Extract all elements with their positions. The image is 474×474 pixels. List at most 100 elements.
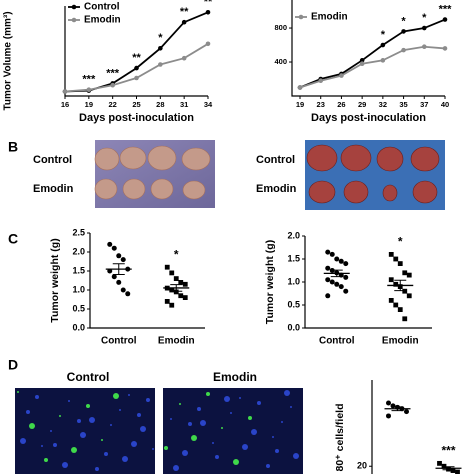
point — [455, 469, 460, 474]
speck — [104, 452, 108, 456]
point — [442, 46, 448, 51]
point — [421, 44, 427, 50]
y-axis-label: Tumor weight (g) — [49, 238, 61, 322]
fluorescence-specks — [17, 390, 299, 471]
point — [397, 261, 403, 266]
point — [406, 272, 412, 278]
speck — [212, 442, 214, 444]
point — [388, 298, 394, 303]
significance: * — [174, 247, 179, 261]
panel-label: D — [8, 357, 18, 373]
panel-label: C — [8, 231, 18, 247]
speck — [281, 421, 283, 423]
point — [125, 291, 131, 297]
point — [178, 280, 184, 285]
speck — [179, 403, 181, 405]
speck — [80, 432, 86, 438]
point — [158, 46, 163, 51]
point — [437, 460, 442, 466]
speck — [284, 390, 290, 396]
speck — [29, 423, 35, 429]
point — [388, 277, 394, 283]
point — [338, 258, 344, 264]
speck — [239, 397, 241, 399]
fluorescence-right — [163, 388, 303, 474]
speck — [50, 430, 52, 432]
x-tick-label: 34 — [204, 100, 213, 109]
point — [169, 270, 175, 276]
point — [393, 256, 399, 262]
significance: * — [401, 15, 406, 27]
y-tick-label: 800 — [274, 23, 287, 32]
y-tick-label: 20 — [357, 461, 367, 471]
point — [107, 241, 113, 247]
point — [421, 25, 427, 31]
point — [181, 55, 187, 61]
row-label: Emodin — [33, 183, 74, 195]
x-tick-label: 32 — [379, 100, 387, 109]
point — [169, 287, 175, 293]
point — [116, 253, 122, 259]
y-axis-label: 80⁺ cells/field — [334, 404, 346, 472]
y-tick-label: 0.5 — [72, 303, 85, 313]
point — [402, 270, 408, 276]
sem-bar — [112, 263, 125, 275]
speck — [122, 456, 128, 462]
significance: * — [398, 235, 403, 249]
sem-bar — [170, 284, 183, 292]
speck — [110, 424, 112, 426]
point — [393, 302, 399, 308]
point — [182, 281, 188, 287]
x-tick-label: 29 — [358, 100, 366, 109]
row-label: Control — [256, 154, 295, 166]
legend-marker — [298, 14, 304, 20]
speck — [77, 419, 81, 423]
point — [359, 61, 365, 67]
y-tick-label: 1.5 — [72, 265, 85, 275]
speck — [86, 404, 90, 408]
speck — [89, 417, 95, 423]
y-tick-label: 1.0 — [72, 284, 85, 294]
speck — [206, 392, 210, 396]
axis — [291, 0, 445, 97]
speck — [95, 467, 99, 471]
speck — [20, 438, 26, 444]
point — [164, 299, 170, 304]
speck — [191, 435, 197, 441]
tumors-right — [306, 144, 440, 204]
speck — [224, 396, 230, 402]
x-tick-label: Control — [319, 336, 355, 347]
point — [359, 58, 365, 63]
x-tick-label: 31 — [180, 100, 188, 109]
x-axis-label: Days post-inoculation — [79, 112, 194, 124]
point — [329, 279, 335, 285]
point — [325, 249, 331, 255]
point — [158, 62, 163, 67]
sem-bar — [391, 406, 404, 412]
point — [181, 19, 187, 25]
y-tick-label: 0.5 — [287, 299, 300, 309]
speck — [170, 418, 172, 420]
speck — [221, 427, 223, 429]
point — [297, 85, 303, 90]
point — [325, 265, 331, 271]
speck — [41, 445, 43, 447]
y-tick-label: 1.5 — [287, 253, 300, 263]
speck — [182, 450, 188, 456]
y-tick-label: 400 — [274, 57, 287, 66]
point — [334, 281, 340, 287]
row-label: Control — [33, 154, 72, 166]
point — [120, 257, 126, 263]
point — [401, 47, 406, 53]
x-tick-label: 19 — [85, 100, 93, 109]
point — [343, 261, 349, 267]
point — [380, 42, 386, 48]
tumors-left — [94, 145, 211, 200]
point — [393, 281, 399, 287]
significance: *** — [106, 67, 120, 79]
speck — [275, 449, 279, 453]
point — [182, 295, 188, 300]
speck — [272, 436, 274, 438]
speck — [53, 443, 57, 447]
point — [325, 293, 331, 299]
